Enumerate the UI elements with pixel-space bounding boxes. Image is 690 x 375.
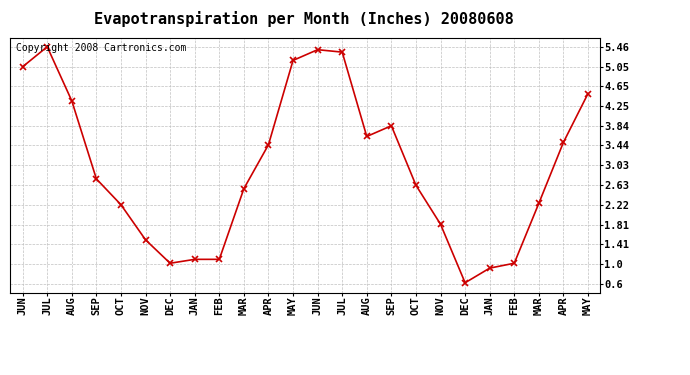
Text: Evapotranspiration per Month (Inches) 20080608: Evapotranspiration per Month (Inches) 20… (94, 11, 513, 27)
Text: Copyright 2008 Cartronics.com: Copyright 2008 Cartronics.com (17, 43, 186, 52)
